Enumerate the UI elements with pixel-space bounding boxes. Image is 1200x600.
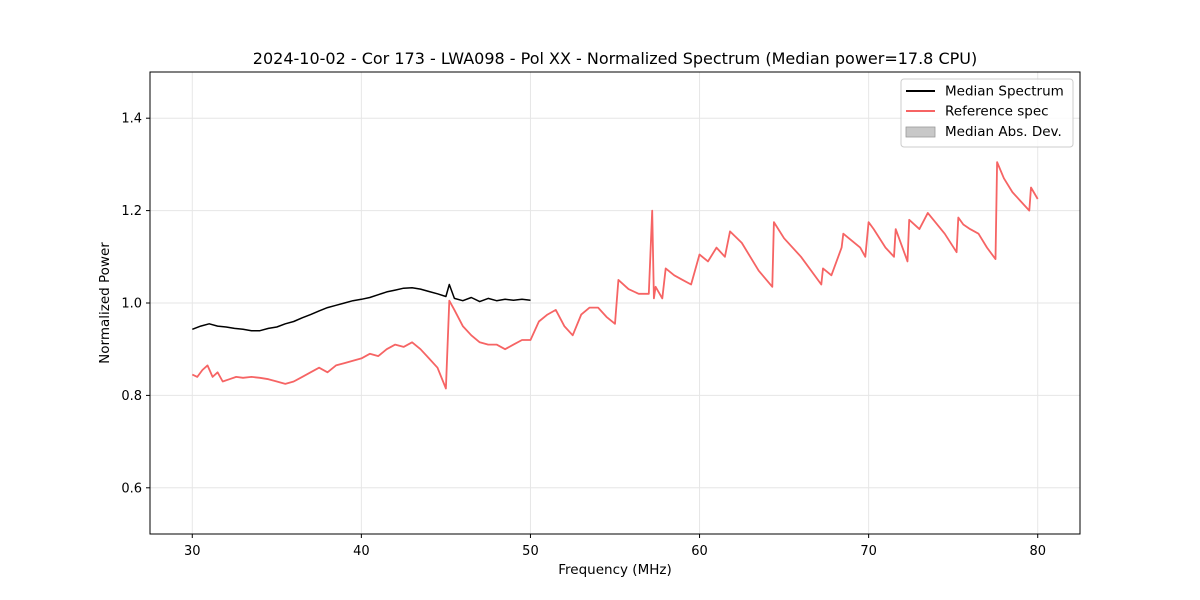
legend: Median Spectrum Reference spec Median Ab… — [900, 78, 1074, 148]
y-tick-label: 0.8 — [121, 389, 142, 404]
chart-title: 2024-10-02 - Cor 173 - LWA098 - Pol XX -… — [253, 49, 977, 68]
legend-label-median-abs-dev: Median Abs. Dev. — [945, 124, 1062, 140]
y-tick-label: 0.6 — [121, 481, 142, 496]
y-tick-label: 1.4 — [121, 112, 142, 127]
y-tick-label: 1.2 — [121, 204, 142, 219]
x-tick-label: 30 — [184, 544, 201, 559]
x-tick-label: 80 — [1029, 544, 1046, 559]
y-axis-ticks: 0.6 0.8 1.0 1.2 1.4 — [121, 112, 150, 496]
x-tick-label: 50 — [522, 544, 539, 559]
y-axis-label: Normalized Power — [97, 242, 113, 364]
x-tick-label: 70 — [860, 544, 877, 559]
legend-label-median-spectrum: Median Spectrum — [945, 84, 1064, 100]
legend-label-reference-spec: Reference spec — [945, 104, 1049, 120]
x-tick-label: 40 — [353, 544, 370, 559]
x-tick-label: 60 — [691, 544, 708, 559]
x-axis-label: Frequency (MHz) — [558, 562, 671, 578]
legend-box — [900, 78, 1074, 148]
legend-swatch-median-abs-dev — [905, 126, 936, 138]
series-line-reference-spec — [191, 161, 1039, 390]
y-tick-label: 1.0 — [121, 297, 142, 312]
x-axis-ticks: 30 40 50 60 70 80 — [184, 534, 1046, 559]
series-line-median-spectrum — [192, 283, 531, 332]
series-layer — [191, 161, 1039, 390]
